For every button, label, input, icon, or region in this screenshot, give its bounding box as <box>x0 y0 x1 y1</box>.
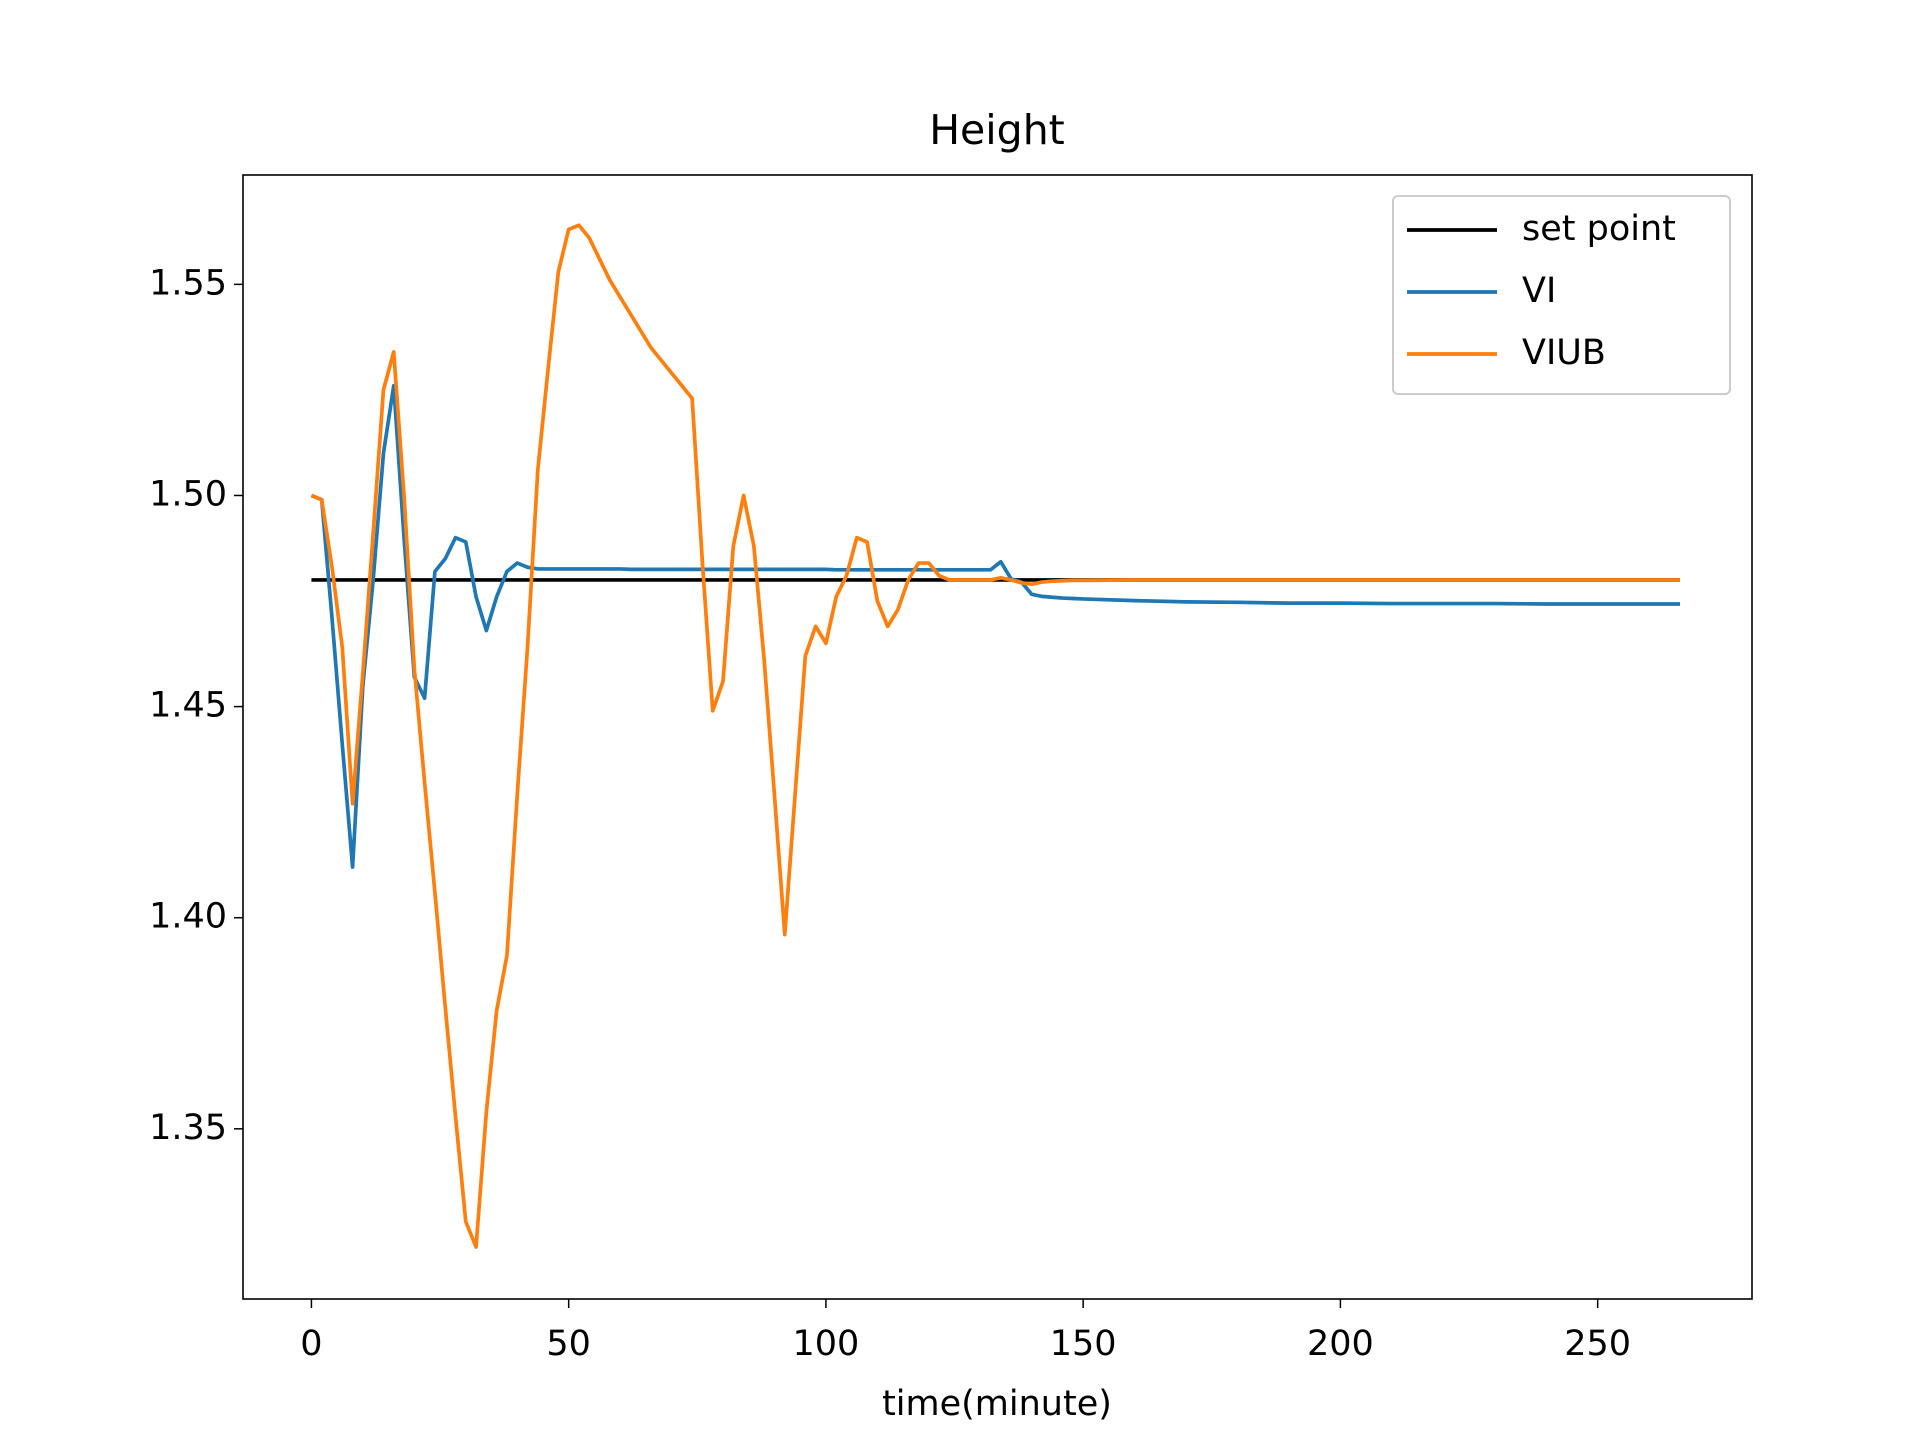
x-tick-label: 100 <box>793 1324 860 1364</box>
legend-box <box>1392 195 1731 395</box>
legend-label: set point <box>1522 209 1676 249</box>
x-tick-label: 0 <box>300 1324 322 1364</box>
plot-frame <box>242 174 1753 1300</box>
x-tick-label: 50 <box>546 1324 591 1364</box>
x-tick-label: 200 <box>1307 1324 1374 1364</box>
series-line <box>310 383 1680 869</box>
x-tick-label: 150 <box>1050 1324 1117 1364</box>
y-tick-label: 1.50 <box>149 474 227 514</box>
chart-title: Height <box>929 106 1065 154</box>
y-tick-label: 1.45 <box>149 686 227 726</box>
x-axis-label: time(minute) <box>882 1384 1112 1424</box>
y-tick-label: 1.40 <box>149 897 227 937</box>
legend: set point VI VIUB <box>1392 195 1731 395</box>
legend-label: VIUB <box>1522 333 1606 373</box>
y-tick-label: 1.35 <box>149 1108 227 1148</box>
series-line <box>310 223 1680 1249</box>
legend-label: VI <box>1522 271 1556 311</box>
x-tick-label: 250 <box>1564 1324 1631 1364</box>
y-tick-label: 1.55 <box>149 263 227 303</box>
